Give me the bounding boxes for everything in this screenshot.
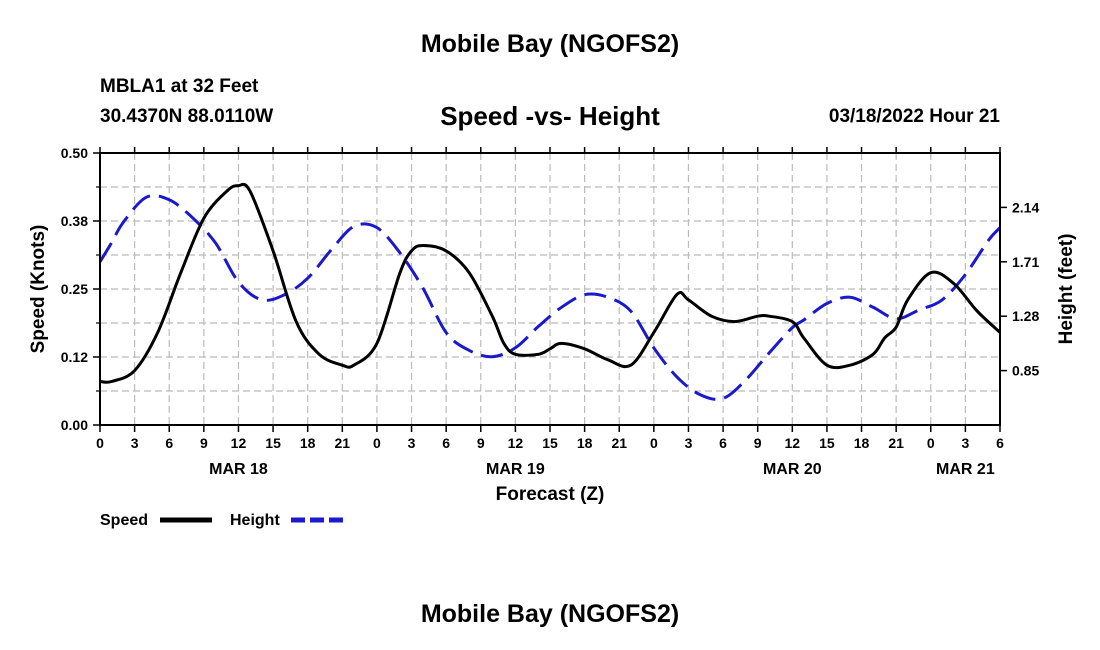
series-line-speed [99, 182, 1002, 384]
speed-height-chart: 0 3 6 9 12 15 18 21 0 3 6 9 12 15 18 21 0 3 6 9 12 15 18 21 0 3 6M… [28, 145, 1077, 529]
x-tick-label: 6 [165, 435, 173, 451]
x-tick-label: 0 [650, 435, 658, 451]
x-tick-label: 0 [96, 435, 104, 451]
legend-label-speed: Speed [100, 512, 148, 529]
x-tick-label: 9 [477, 435, 485, 451]
x-tick-label: 12 [231, 435, 247, 451]
x-tick-label: 21 [611, 435, 627, 451]
x-tick-label: 0 [927, 435, 935, 451]
x-tick-label: 15 [819, 435, 835, 451]
chart-title: Mobile Bay (NGOFS2) [420, 30, 680, 58]
x-tick-label: 12 [785, 435, 801, 451]
x-tick-label: 3 [685, 435, 693, 451]
y-axis-right-title: Height (feet) [1056, 234, 1077, 345]
x-tick-label: 9 [200, 435, 208, 451]
axis-ticks: 0 3 6 9 12 15 18 21 0 3 6 9 12 15 18 21 0 3 6 9 12 15 18 21 0 3 6M… [61, 145, 1040, 478]
x-tick-label: 15 [542, 435, 558, 451]
series-line-height [98, 194, 1002, 401]
date-label: MAR 20 [763, 461, 822, 478]
grid-lines [100, 153, 1000, 425]
y-right-tick-label: 0.85 [1012, 363, 1039, 379]
series-lines [98, 182, 1002, 401]
station-coordinates: 30.4370N 88.0110W [100, 106, 274, 127]
station-label: MBLA1 at 32 Feet [100, 76, 259, 97]
legend: Speed Height [100, 512, 343, 529]
x-tick-label: 0 [373, 435, 381, 451]
y-left-tick-label: 0.00 [61, 417, 88, 433]
x-tick-label: 6 [719, 435, 727, 451]
bottom-chart-title: Mobile Bay (NGOFS2) [420, 600, 680, 628]
x-tick-label: 18 [854, 435, 870, 451]
date-label: MAR 19 [486, 461, 545, 478]
forecast-datetime: 03/18/2022 Hour 21 [828, 106, 1000, 127]
y-right-tick-label: 1.28 [1012, 308, 1039, 324]
x-tick-label: 15 [265, 435, 281, 451]
date-label: MAR 18 [209, 461, 268, 478]
y-left-tick-label: 0.12 [61, 349, 88, 365]
y-axis-left-title: Speed (Knots) [28, 225, 49, 354]
x-tick-label: 3 [961, 435, 969, 451]
x-tick-label: 21 [888, 435, 904, 451]
x-tick-label: 9 [754, 435, 762, 451]
x-axis-title: Forecast (Z) [496, 484, 605, 505]
x-tick-label: 18 [300, 435, 316, 451]
y-left-tick-label: 0.25 [61, 281, 88, 297]
x-tick-label: 12 [508, 435, 524, 451]
x-tick-label: 18 [577, 435, 593, 451]
x-tick-label: 6 [996, 435, 1004, 451]
date-label: MAR 21 [936, 461, 995, 478]
y-right-tick-label: 1.71 [1012, 254, 1039, 270]
y-right-tick-label: 2.14 [1012, 199, 1039, 215]
chart-subtitle: Speed -vs- Height [440, 101, 660, 131]
x-tick-label: 3 [408, 435, 416, 451]
x-tick-label: 3 [131, 435, 139, 451]
y-left-tick-label: 0.38 [61, 213, 88, 229]
x-tick-label: 21 [335, 435, 351, 451]
legend-label-height: Height [230, 512, 280, 529]
y-left-tick-label: 0.50 [61, 145, 88, 161]
x-tick-label: 6 [442, 435, 450, 451]
